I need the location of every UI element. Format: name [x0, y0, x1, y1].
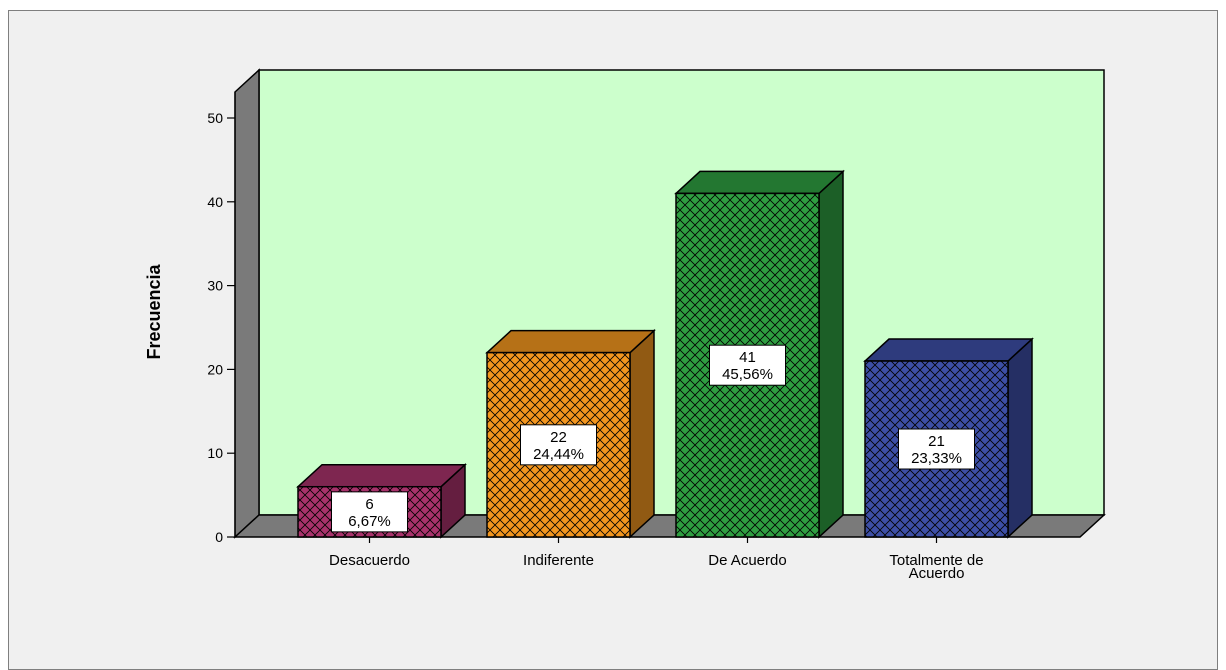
- y-tick-label: 40: [207, 194, 223, 210]
- y-tick-label: 10: [207, 445, 223, 461]
- bar-top: [296, 463, 467, 488]
- data-label-percent: 45,56%: [722, 366, 773, 383]
- x-tick-label: Indiferente: [523, 552, 594, 569]
- x-tick-label: Desacuerdo: [329, 552, 410, 569]
- side-wall: [234, 68, 260, 539]
- data-label-percent: 23,33%: [911, 450, 962, 467]
- data-label-value: 6: [365, 496, 373, 513]
- x-tick-label: Acuerdo: [909, 565, 965, 582]
- bar-side: [818, 169, 844, 539]
- data-label-percent: 24,44%: [533, 446, 584, 463]
- data-label-value: 21: [928, 433, 945, 450]
- bar-top: [674, 170, 845, 195]
- data-label-box: [520, 424, 597, 466]
- bar-top: [863, 338, 1034, 362]
- y-tick-label: 30: [207, 278, 223, 294]
- data-label-percent: 6,67%: [348, 513, 391, 530]
- bar-top: [485, 329, 656, 354]
- y-axis: 0 10 20 30 40 50: [207, 92, 236, 545]
- bar-0: 66,67%: [296, 463, 467, 539]
- data-label-value: 22: [550, 429, 567, 446]
- y-tick-label: 20: [207, 361, 223, 377]
- data-label-value: 41: [739, 349, 756, 366]
- bar-side: [1007, 337, 1033, 539]
- y-tick-label: 0: [215, 529, 223, 545]
- bar-side: [629, 328, 655, 539]
- y-tick-label: 50: [207, 110, 223, 126]
- data-label-box: [709, 344, 786, 386]
- x-axis-labels: Desacuerdo Indiferente De Acuerdo Totalment…: [329, 537, 984, 582]
- x-tick-label: De Acuerdo: [708, 552, 786, 569]
- x-tick-label: Totalmente de: [889, 552, 983, 569]
- data-label-box: [331, 491, 408, 533]
- data-label-box: [898, 428, 975, 470]
- y-axis-title: Frecuencia: [144, 263, 164, 359]
